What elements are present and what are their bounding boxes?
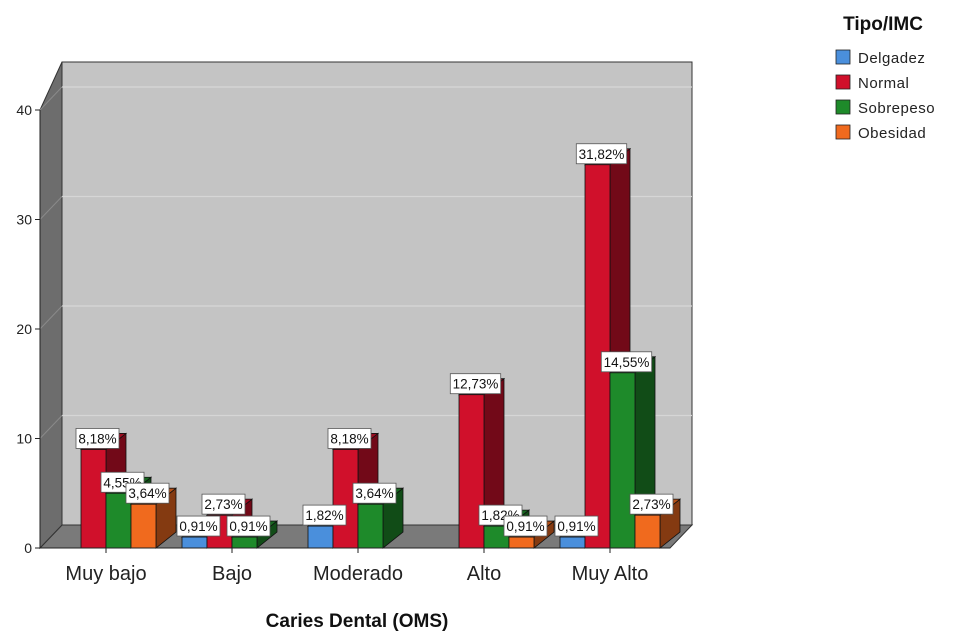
data-label: 3,64% bbox=[128, 486, 166, 501]
x-tick-label: Muy Alto bbox=[572, 563, 649, 585]
data-label-box bbox=[302, 504, 347, 526]
bar bbox=[130, 503, 157, 549]
gridline-side bbox=[39, 196, 63, 220]
legend-swatch bbox=[835, 124, 851, 140]
data-label: 8,18% bbox=[330, 431, 368, 446]
y-tick-label: 40 bbox=[16, 102, 32, 118]
data-label-box bbox=[201, 493, 246, 515]
bar bbox=[559, 536, 586, 549]
legend-label: Sobrepeso bbox=[858, 100, 935, 117]
data-label: 0,91% bbox=[506, 519, 544, 534]
data-label-box bbox=[600, 351, 653, 373]
legend-title: Tipo/IMC bbox=[843, 14, 923, 35]
legend-swatch bbox=[835, 99, 851, 115]
x-axis-title: Caries Dental (OMS) bbox=[266, 611, 449, 632]
legend-label: Delgadez bbox=[858, 50, 925, 67]
data-label-box bbox=[75, 428, 120, 449]
legend-swatch bbox=[835, 74, 851, 90]
data-label: 1,82% bbox=[305, 508, 343, 523]
legend: Tipo/IMC Delgadez Normal Sobrepeso Obesidad bbox=[835, 14, 935, 142]
data-label-box bbox=[575, 143, 628, 165]
bar bbox=[181, 536, 208, 549]
data-label-box bbox=[503, 515, 548, 537]
x-axis: Muy bajo Bajo Moderado Alto Muy Alto bbox=[40, 547, 670, 585]
bar bbox=[609, 372, 636, 549]
data-label: 0,91% bbox=[179, 519, 217, 534]
gridline-side bbox=[39, 305, 63, 330]
data-label: 8,18% bbox=[78, 431, 116, 446]
bar bbox=[307, 525, 334, 549]
y-tick-label: 20 bbox=[16, 321, 32, 337]
legend-label: Normal bbox=[858, 75, 909, 92]
bar bbox=[634, 514, 661, 549]
data-label-box bbox=[449, 373, 502, 395]
data-labels: 8,18%4,55%3,64%0,91%2,73%0,91%1,82%8,18%… bbox=[75, 143, 674, 537]
data-label-box bbox=[352, 482, 397, 504]
bar bbox=[508, 536, 535, 549]
y-tick-label: 10 bbox=[16, 431, 32, 447]
data-label: 3,64% bbox=[355, 486, 393, 501]
data-label: 2,73% bbox=[204, 497, 242, 512]
bar bbox=[231, 536, 258, 549]
bars bbox=[79, 147, 682, 549]
data-label-box bbox=[125, 482, 170, 504]
data-label: 31,82% bbox=[579, 147, 625, 162]
y-tick-label: 30 bbox=[16, 212, 32, 228]
x-tick-label: Moderado bbox=[313, 563, 403, 585]
y-axis: 0 10 20 30 40 bbox=[16, 102, 41, 556]
plot-side-wall bbox=[39, 61, 63, 550]
x-tick-label: Alto bbox=[467, 563, 501, 585]
data-label-box bbox=[327, 428, 372, 449]
legend-swatch bbox=[835, 49, 851, 65]
data-label-box bbox=[176, 515, 221, 537]
data-label-box bbox=[226, 515, 271, 537]
gridline-side bbox=[39, 415, 63, 439]
y-tick-label: 0 bbox=[24, 540, 32, 556]
bar bbox=[80, 449, 107, 549]
data-label-box bbox=[629, 493, 674, 515]
data-label: 0,91% bbox=[229, 519, 267, 534]
x-tick-label: Bajo bbox=[212, 563, 252, 585]
x-tick-label: Muy bajo bbox=[65, 563, 146, 585]
data-label: 12,73% bbox=[453, 377, 499, 392]
gridline-side bbox=[39, 86, 63, 111]
data-label: 2,73% bbox=[632, 497, 670, 512]
data-label: 14,55% bbox=[604, 355, 650, 370]
data-label-box bbox=[554, 515, 599, 537]
bar bbox=[357, 503, 384, 549]
legend-label: Obesidad bbox=[858, 125, 926, 142]
data-label: 0,91% bbox=[557, 519, 595, 534]
